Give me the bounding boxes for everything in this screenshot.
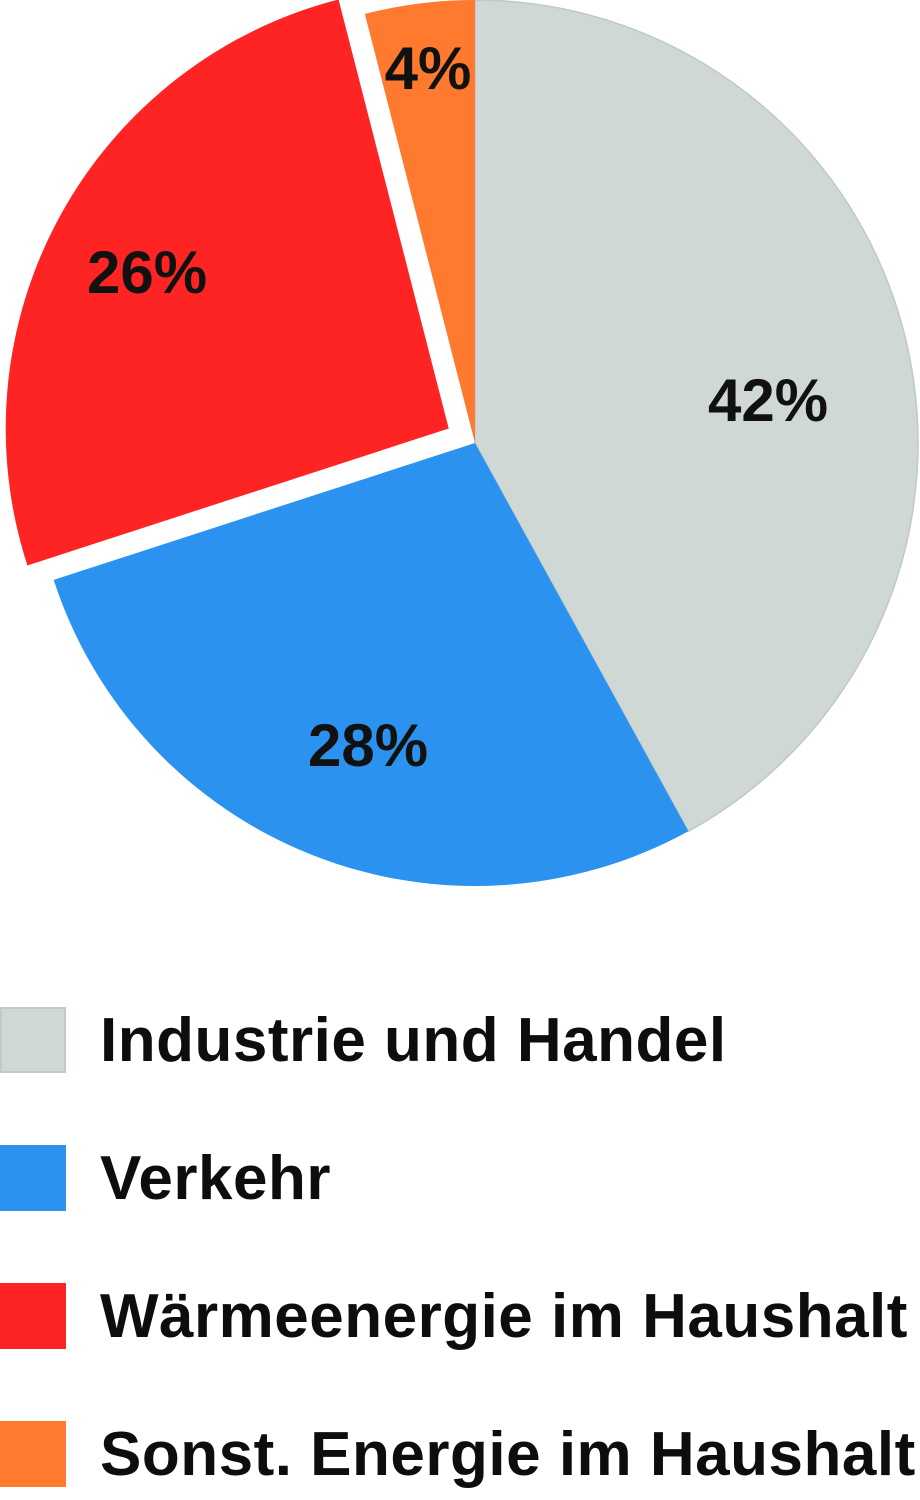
legend-item: Wärmeenergie im Haushalt [0, 1281, 908, 1351]
data-label-1: 28% [308, 712, 428, 779]
legend-label: Industrie und Handel [100, 1005, 727, 1075]
legend-label: Wärmeenergie im Haushalt [100, 1281, 908, 1351]
data-label-3: 4% [385, 35, 472, 102]
legend-swatch [0, 1007, 66, 1073]
legend-swatch [0, 1145, 66, 1211]
pie-slice-2 [5, 0, 449, 566]
legend-swatch [0, 1283, 66, 1349]
pie-slice-1 [53, 443, 689, 886]
pie-slice-0 [474, 0, 919, 833]
data-label-0: 42% [708, 367, 828, 434]
legend-item: Verkehr [0, 1143, 332, 1213]
legend-label: Verkehr [100, 1143, 332, 1213]
legend-item: Industrie und Handel [0, 1005, 727, 1075]
pie-chart: 42% 28% 26% 4% [5, 0, 919, 886]
data-label-2: 26% [87, 239, 207, 306]
pie-slice-3 [364, 0, 475, 443]
legend-swatch [0, 1421, 66, 1487]
legend-item: Sonst. Energie im Haushalt [0, 1419, 916, 1489]
legend-label: Sonst. Energie im Haushalt [100, 1419, 916, 1489]
